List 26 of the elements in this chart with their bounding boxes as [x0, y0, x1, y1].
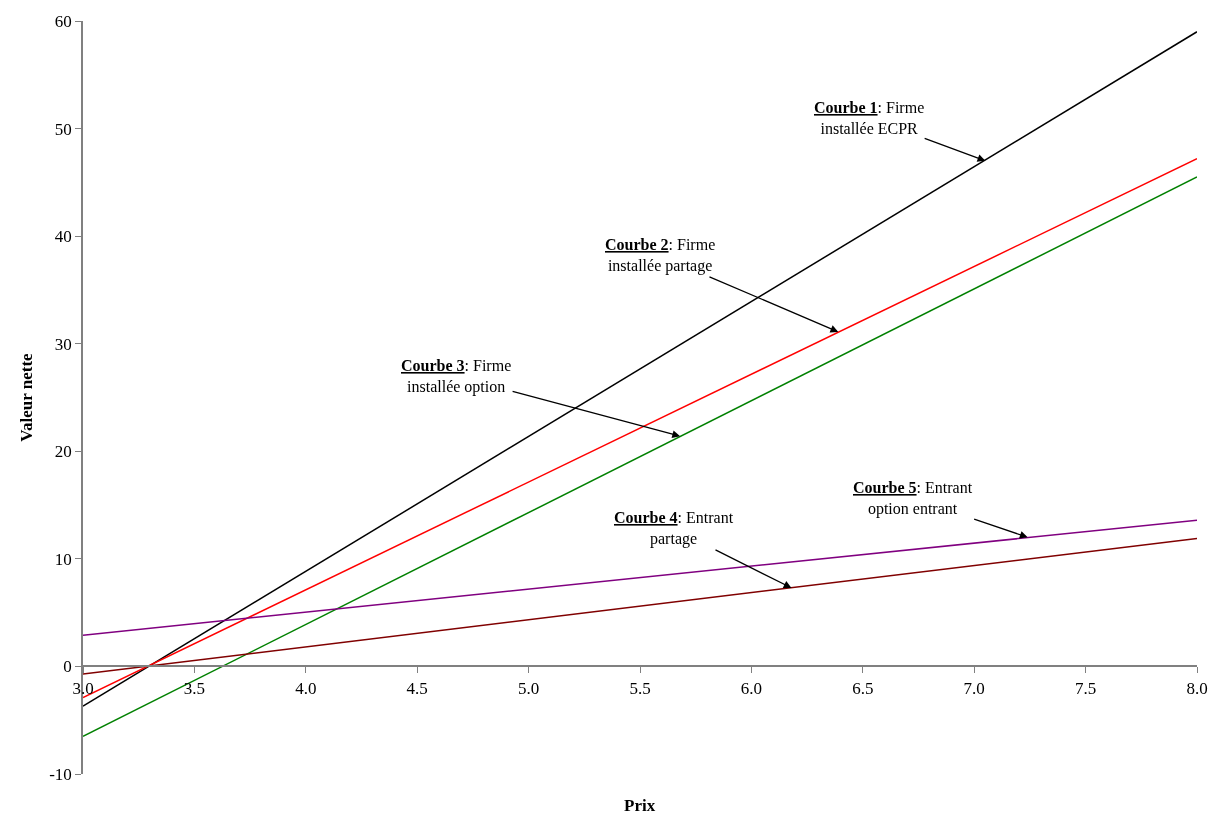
x-tick-label: 5.5: [629, 678, 651, 698]
annotation: Courbe 2: Firme installée partage: [605, 236, 716, 275]
y-tick-label: 40: [54, 227, 72, 247]
y-tick-label: -10: [49, 764, 72, 784]
x-tick-label: 7.5: [1074, 678, 1097, 698]
x-tick-label: 5.0: [517, 678, 540, 698]
y-tick-label: 30: [54, 334, 72, 354]
x-tick-label: 7.0: [963, 678, 985, 698]
annotation: Courbe 4: Entrant partage: [614, 509, 734, 548]
x-tick-label: 6.0: [740, 678, 763, 698]
y-tick-label: 10: [54, 549, 72, 569]
x-tick-label: 3.5: [183, 678, 206, 698]
x-tick-label: 3.0: [72, 678, 94, 698]
annotation: Courbe 5: Entrant option entrant: [853, 479, 973, 518]
annotation: Courbe 3: Firme installée option: [401, 357, 512, 396]
y-tick-label: 60: [54, 11, 72, 31]
x-tick-label: 4.0: [295, 678, 317, 698]
x-tick-label: 6.5: [852, 678, 874, 698]
annotation: Courbe 1: Firme installée ECPR: [814, 99, 925, 137]
y-tick-label: 0: [63, 657, 72, 677]
y-tick-label: 50: [54, 119, 72, 139]
y-axis-title: Valeur nette: [17, 352, 37, 442]
x-tick-label: 8.0: [1186, 678, 1208, 698]
x-tick-label: 4.5: [406, 678, 428, 698]
y-tick-label: 20: [54, 442, 72, 462]
x-axis-title: Prix: [624, 796, 656, 815]
